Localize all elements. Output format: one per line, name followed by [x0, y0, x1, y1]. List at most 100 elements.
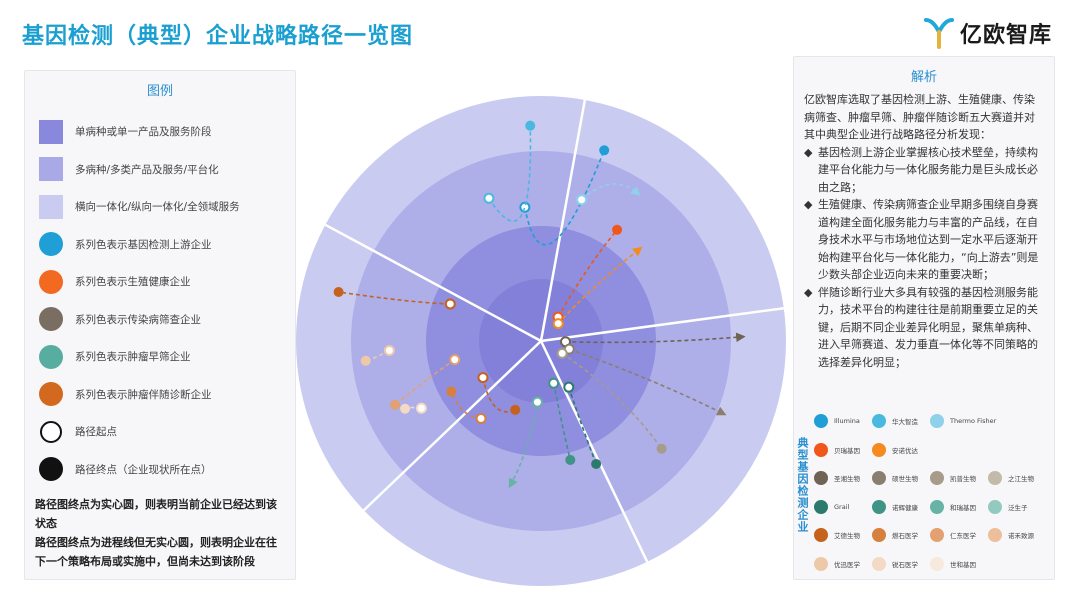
legend-list: 单病种或单一产品及服务阶段 多病种/多类产品及服务/平台化 横向一体化/纵向一体化/… — [25, 113, 295, 488]
company-name: Thermo Fisher — [950, 417, 997, 426]
analysis-panel: 解析 亿欧智库选取了基因检测上游、生殖健康、传染病筛查、肿瘤早筛、肿瘤伴随诊断五… — [793, 56, 1055, 580]
path-start-marker — [563, 381, 575, 393]
company-entry: 华大智造 — [872, 414, 930, 429]
company-dot-icon — [930, 414, 944, 429]
company-dot-icon — [814, 556, 828, 571]
strategy-path-line — [568, 386, 597, 465]
path-start-marker — [519, 201, 531, 213]
sector-divider — [324, 223, 542, 343]
legend-title: 图例 — [146, 84, 173, 99]
dot-marker-icon — [39, 382, 63, 407]
strategy-path-line — [557, 246, 643, 325]
company-row: Grail 诺辉健康 和瑞基因 泛生子 — [814, 493, 1054, 522]
path-start-marker — [552, 318, 564, 330]
path-start-marker — [576, 194, 588, 206]
path-start-marker — [449, 354, 461, 366]
legend-label: 系列色表示肿瘤伴随诊断企业 — [75, 388, 212, 401]
strategy-path-line — [488, 125, 532, 222]
company-entry: 贝瑞基因 — [814, 442, 872, 457]
company-name: 贝瑞基因 — [834, 446, 860, 455]
legend-panel: 图例 单病种或单一产品及服务阶段 多病种/多类产品及服务/平台化 横向一体化/纵向一… — [24, 70, 296, 580]
company-dot-icon — [988, 471, 1002, 486]
company-dot-icon — [872, 414, 886, 429]
path-start-marker — [531, 396, 543, 408]
company-dot-icon — [814, 442, 828, 457]
company-entry: 锐石医学 — [872, 556, 930, 571]
legend-swatch — [39, 157, 63, 182]
bullet-text: 生殖健康、传染病筛查企业早期多围绕自身赛道构建全面化服务能力与丰富的产品线，在自… — [818, 198, 1039, 281]
legend-label: 系列色表示基因检测上游企业 — [75, 238, 212, 251]
legend-label: 系列色表示传染病筛查企业 — [75, 313, 201, 326]
company-dot-icon — [930, 471, 944, 486]
company-entry: 凯普生物 — [930, 471, 988, 486]
legend-item: 系列色表示肿瘤早筛企业 — [39, 338, 295, 376]
legend-item: 路径起点 — [39, 413, 295, 451]
path-end-marker — [525, 120, 536, 131]
company-dot-icon — [814, 414, 828, 429]
company-row: 圣湘生物 硕世生物 凯普生物 之江生物 — [814, 464, 1054, 493]
company-row: Illumina 华大智造 Thermo Fisher — [814, 407, 1054, 436]
legend-item: 系列色表示传染病筛查企业 — [39, 301, 295, 339]
company-dot-icon — [872, 556, 886, 571]
sector-divider — [540, 306, 784, 343]
ring-marker-icon — [40, 420, 62, 443]
dot-marker-icon — [39, 232, 63, 257]
path-start-marker — [475, 413, 487, 425]
company-name: 圣湘生物 — [834, 475, 860, 484]
company-name: 之江生物 — [1008, 475, 1034, 484]
path-start-marker — [415, 402, 427, 414]
analysis-title: 解析 — [910, 70, 937, 85]
company-name: 凯普生物 — [950, 475, 976, 484]
analysis-bullet: ◆ 伴随诊断行业大多具有较强的基因检测服务能力，技术平台的构建往往是前期重要立足的… — [804, 284, 1044, 372]
analysis-bullet: ◆ 生殖健康、传染病筛查企业早期多围绕自身赛道构建全面化服务能力与丰富的产品线，在… — [804, 196, 1044, 284]
dot-marker-icon — [39, 457, 63, 482]
path-start-marker — [548, 377, 560, 389]
company-dot-icon — [814, 499, 828, 514]
brand-logo: 亿欧智库 — [922, 16, 1052, 50]
strategy-path-line — [565, 332, 746, 344]
path-end-marker — [446, 386, 457, 397]
company-name: 优迅医学 — [834, 560, 860, 569]
legend-label: 系列色表示生殖健康企业 — [75, 276, 191, 289]
dot-marker-icon — [39, 344, 63, 369]
company-dot-icon — [930, 528, 944, 543]
company-entry: 诺辉健康 — [872, 499, 930, 514]
diamond-bullet-icon: ◆ — [804, 145, 813, 159]
legend-item: 路径终点（企业现状所在点） — [39, 451, 295, 489]
path-start-marker — [556, 347, 568, 359]
page-title: 基因检测（典型）企业战略路径一览图 — [22, 24, 414, 49]
analysis-bullet: ◆ 基因检测上游企业掌握核心技术壁垒，持续构建平台化能力与一体化服务能力是巨头成长… — [804, 144, 1044, 197]
company-name: 仁东医学 — [950, 532, 976, 541]
path-end-marker — [591, 458, 602, 469]
path-start-marker — [477, 372, 489, 384]
company-name: 锐石医学 — [892, 560, 918, 569]
path-start-marker — [444, 298, 456, 310]
company-entry: 和瑞基因 — [930, 499, 988, 514]
path-end-marker — [510, 404, 521, 415]
path-end-marker — [390, 399, 401, 410]
company-row: 优迅医学 锐石医学 世和基因 — [814, 550, 1054, 579]
dot-marker-icon — [39, 307, 63, 332]
path-start-marker — [483, 192, 495, 204]
dot-marker-icon — [39, 269, 63, 294]
company-dot-icon — [872, 442, 886, 457]
strategy-path-line — [552, 383, 572, 461]
path-end-marker — [565, 454, 576, 465]
company-name: Grail — [834, 502, 850, 511]
analysis-bullets: ◆ 基因检测上游企业掌握核心技术壁垒，持续构建平台化能力与一体化服务能力是巨头成长… — [804, 144, 1044, 372]
bullet-text: 伴随诊断行业大多具有较强的基因检测服务能力，技术平台的构建往往是前期重要立足的关… — [818, 285, 1038, 369]
company-key-heading: 典型基因检测企业 — [796, 437, 809, 533]
analysis-intro: 亿欧智库选取了基因检测上游、生殖健康、传染病筛查、肿瘤早筛、肿瘤伴随诊断五大赛道… — [804, 93, 1035, 141]
legend-label: 路径起点 — [75, 426, 117, 439]
company-row: 贝瑞基因 安诺优达 — [814, 436, 1054, 465]
company-entry: Thermo Fisher — [930, 414, 1020, 429]
logo-text: 亿欧智库 — [959, 23, 1052, 48]
legend-note: 路径图终点为实心圆，则表明当前企业已经达到该状态 路径图终点为进程线但无实心圆，… — [35, 495, 283, 571]
path-end-marker — [333, 286, 344, 297]
strategy-path-line — [508, 402, 539, 489]
company-entry: Grail — [814, 499, 872, 514]
legend-item: 系列色表示肿瘤伴随诊断企业 — [39, 376, 295, 414]
path-end-marker — [612, 224, 623, 235]
company-grid: Illumina 华大智造 Thermo Fisher 贝瑞基因 安诺优达 圣湘生物 硕世生… — [814, 407, 1054, 578]
company-entry: 安诺优达 — [872, 442, 930, 457]
